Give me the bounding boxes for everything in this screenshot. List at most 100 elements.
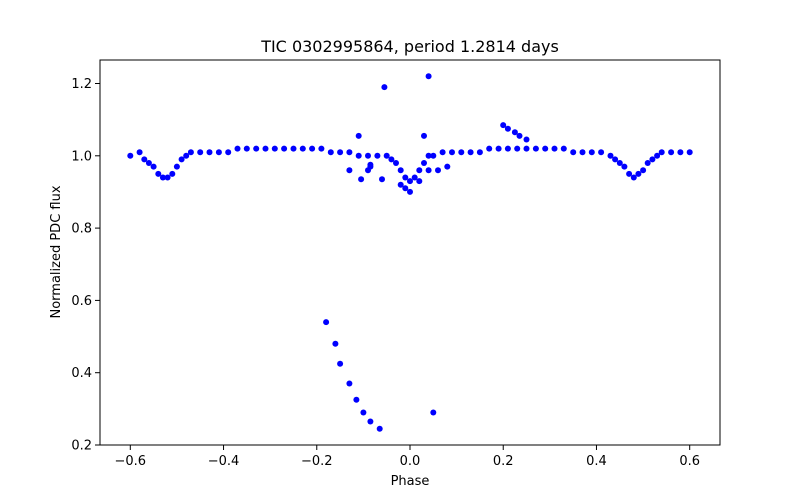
data-point: [332, 340, 339, 347]
data-point: [393, 160, 399, 166]
x-tick-label: 0.0: [400, 454, 421, 469]
data-point: [500, 122, 507, 129]
data-point: [337, 360, 344, 367]
axis-ticks: −0.6 −0.4 −0.2 0.0 0.2 0.4 0.6 0.2 0.4 0.6 0.8 1.0 1…: [71, 77, 700, 469]
data-point: [523, 145, 530, 152]
data-point: [654, 152, 661, 159]
data-point: [486, 145, 493, 152]
data-point: [323, 319, 330, 326]
data-point: [421, 160, 427, 166]
x-tick-label: −0.6: [115, 454, 147, 469]
data-point: [327, 149, 334, 156]
data-point: [358, 176, 365, 183]
y-tick-label: 1.0: [71, 149, 92, 164]
data-point: [421, 132, 427, 139]
data-point: [337, 149, 344, 156]
data-point: [381, 84, 388, 91]
data-point: [355, 132, 362, 139]
x-tick-label: −0.2: [301, 454, 333, 469]
data-point: [658, 149, 665, 156]
data-point: [439, 149, 446, 156]
x-tick-label: 0.2: [493, 454, 514, 469]
data-points: [127, 73, 693, 432]
data-point: [145, 160, 152, 166]
data-point: [215, 149, 222, 156]
data-point: [523, 136, 530, 143]
data-point: [425, 167, 432, 174]
data-point: [626, 170, 633, 177]
data-point: [411, 174, 418, 181]
chart-title: TIC 0302995864, period 1.2814 days: [260, 37, 559, 56]
data-point: [514, 145, 521, 152]
data-point: [397, 167, 404, 174]
data-point: [367, 163, 374, 170]
data-point: [388, 156, 395, 163]
data-point: [467, 149, 474, 156]
data-point: [495, 145, 502, 152]
data-point: [318, 145, 325, 152]
data-point: [407, 188, 413, 195]
data-point: [444, 163, 451, 170]
data-point: [430, 152, 437, 159]
data-point: [435, 167, 441, 174]
y-tick-label: 0.8: [71, 222, 92, 237]
x-tick-label: 0.4: [586, 454, 607, 469]
data-point: [376, 425, 383, 432]
data-point: [516, 132, 523, 139]
data-point: [504, 125, 511, 132]
data-point: [630, 174, 637, 181]
data-point: [649, 156, 656, 163]
data-point: [299, 145, 306, 152]
data-point: [616, 160, 623, 166]
data-point: [173, 163, 180, 170]
data-point: [607, 152, 614, 159]
data-point: [397, 181, 404, 188]
data-point: [542, 145, 549, 152]
data-point: [686, 149, 693, 156]
data-point: [164, 174, 171, 181]
data-point: [635, 170, 642, 177]
data-point: [476, 149, 483, 156]
data-point: [355, 152, 362, 159]
data-point: [407, 178, 413, 185]
data-point: [504, 145, 511, 152]
data-point: [374, 152, 381, 159]
data-point: [612, 156, 619, 163]
data-point: [640, 167, 647, 174]
data-point: [677, 149, 684, 156]
data-point: [425, 152, 432, 159]
y-tick-label: 0.6: [71, 294, 92, 309]
plot-frame: [99, 59, 721, 446]
data-point: [458, 149, 465, 156]
data-point: [511, 129, 518, 136]
x-axis-label: Phase: [391, 474, 430, 489]
data-point: [621, 163, 628, 170]
data-point: [136, 149, 143, 156]
data-point: [155, 170, 162, 177]
data-point: [290, 145, 297, 152]
data-point: [365, 152, 371, 159]
data-point: [383, 152, 390, 159]
data-point: [243, 145, 250, 152]
x-tick-label: −0.4: [208, 454, 240, 469]
data-point: [141, 156, 148, 163]
data-point: [570, 149, 577, 156]
data-point: [159, 174, 166, 181]
y-tick-label: 0.4: [71, 366, 92, 381]
data-point: [644, 160, 651, 166]
data-point: [532, 145, 539, 152]
y-axis-label: Normalized PDC flux: [49, 185, 64, 318]
data-point: [579, 149, 586, 156]
x-tick-label: 0.6: [679, 454, 700, 469]
data-point: [187, 149, 194, 156]
data-point: [353, 396, 360, 403]
data-point: [150, 163, 157, 170]
data-point: [360, 409, 367, 416]
data-point: [346, 380, 353, 387]
data-point: [262, 145, 269, 152]
data-point: [309, 145, 316, 152]
y-tick-label: 1.2: [71, 77, 92, 92]
data-point: [346, 149, 353, 156]
data-point: [367, 418, 374, 425]
